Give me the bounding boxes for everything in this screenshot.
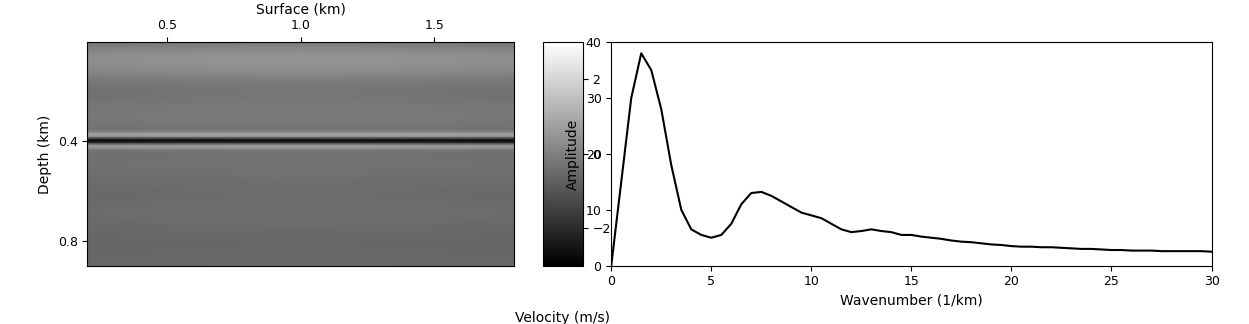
X-axis label: Wavenumber (1/km): Wavenumber (1/km) [841,294,983,308]
Text: Velocity (m/s): Velocity (m/s) [516,311,611,324]
Y-axis label: Depth (km): Depth (km) [39,114,52,193]
X-axis label: Surface (km): Surface (km) [256,3,346,17]
Y-axis label: Amplitude: Amplitude [566,118,580,190]
